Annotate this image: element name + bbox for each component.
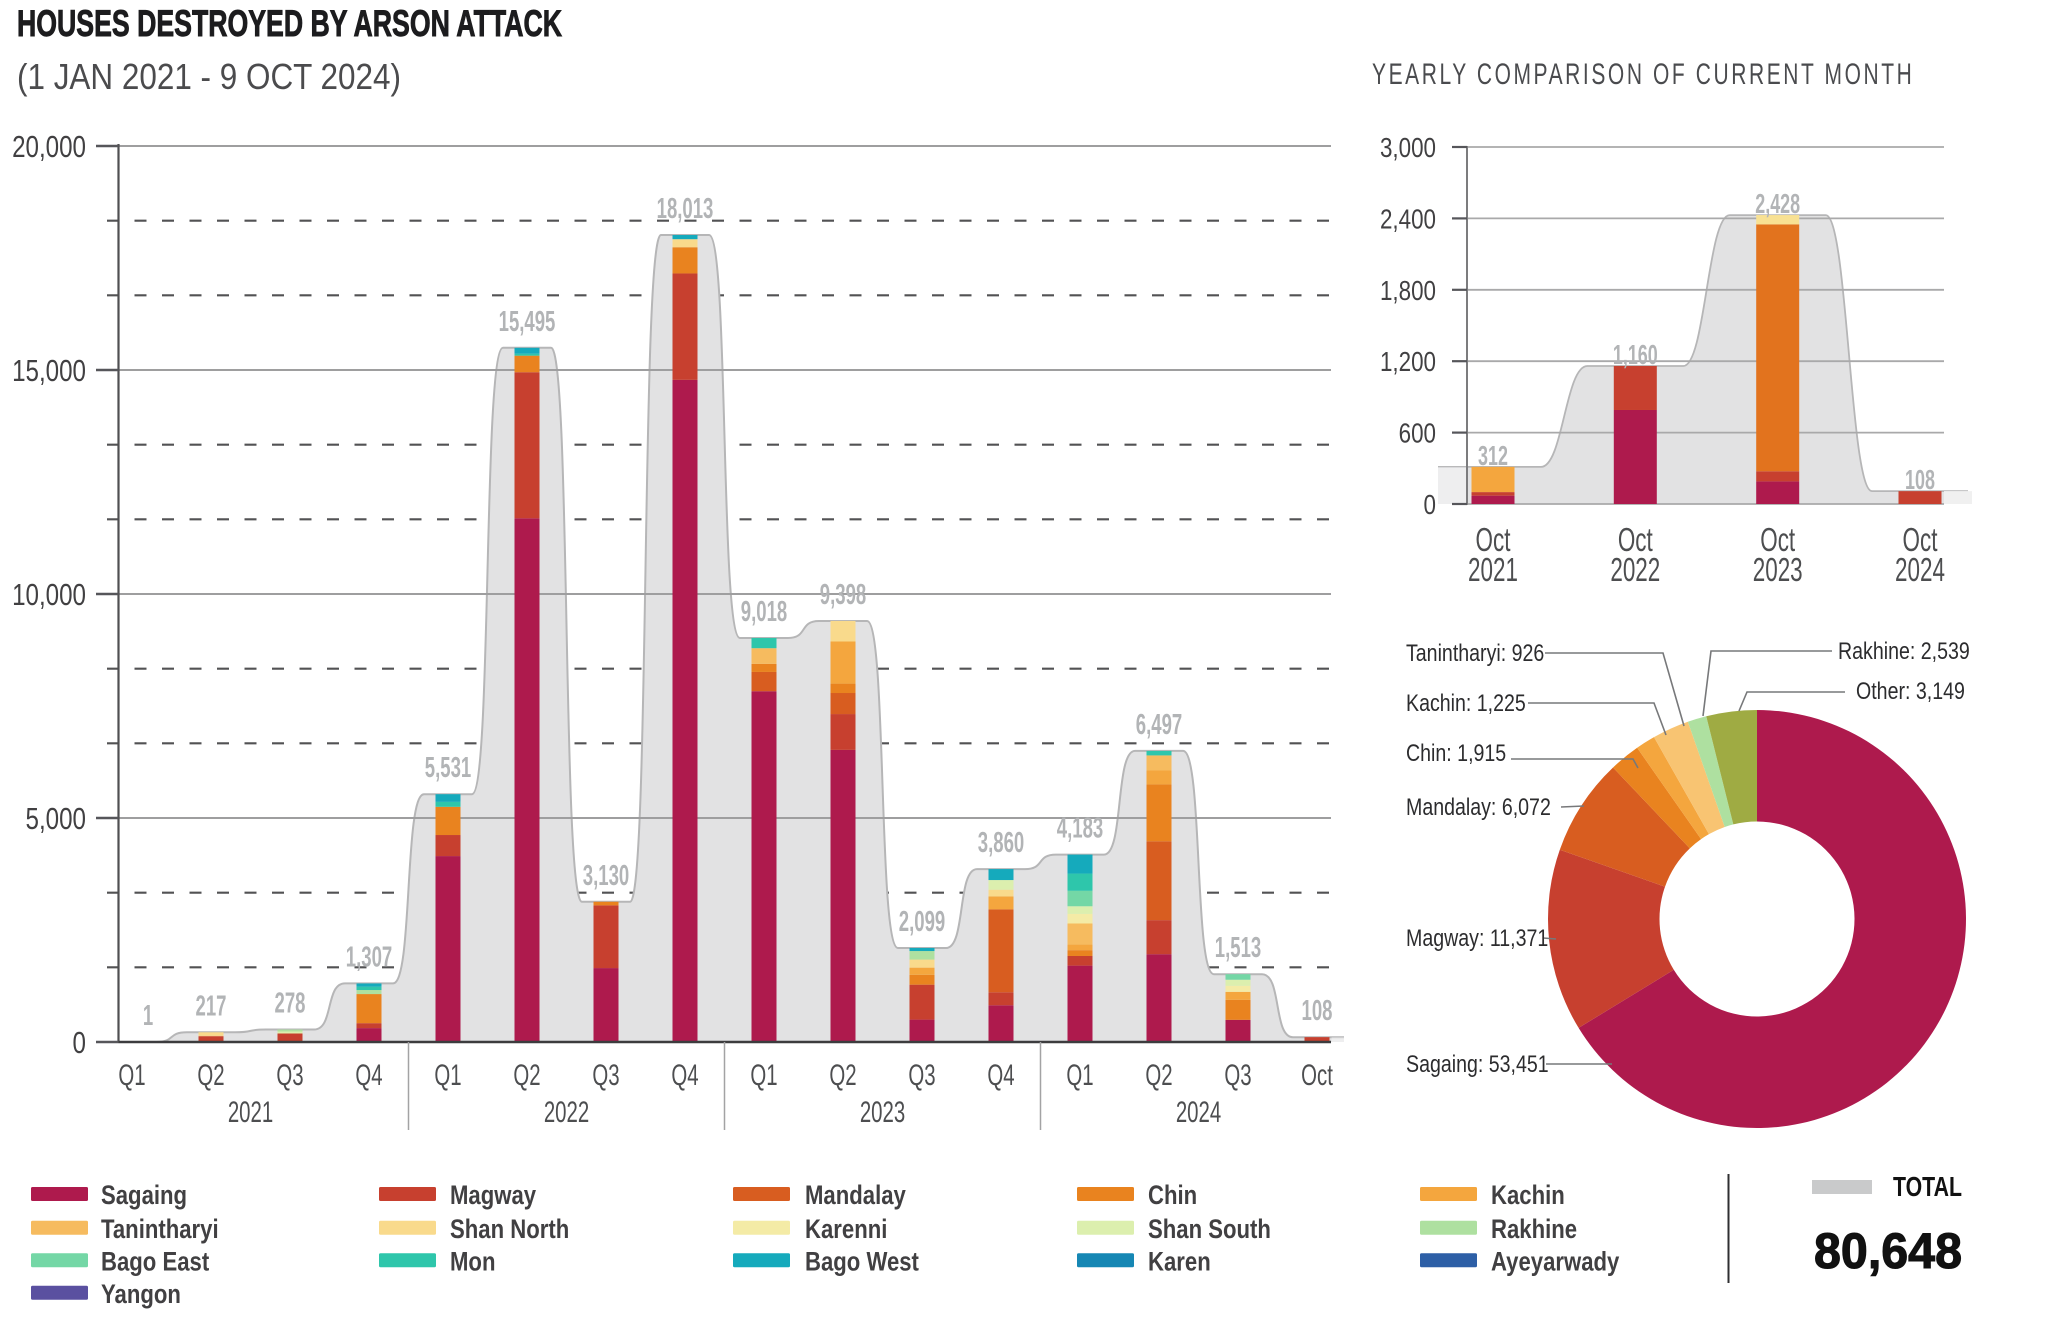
svg-text:Ayeyarwady: Ayeyarwady — [1491, 1247, 1620, 1277]
svg-text:9,398: 9,398 — [820, 579, 866, 611]
svg-text:10,000: 10,000 — [12, 577, 86, 612]
svg-text:Oct: Oct — [1618, 521, 1653, 558]
svg-text:Mandalay: Mandalay — [805, 1181, 906, 1211]
svg-text:Q1: Q1 — [118, 1059, 145, 1092]
svg-text:1,160: 1,160 — [1613, 339, 1658, 370]
svg-text:Karen: Karen — [1148, 1247, 1211, 1277]
svg-text:TOTAL: TOTAL — [1893, 1171, 1962, 1202]
svg-text:2,099: 2,099 — [899, 906, 945, 938]
svg-text:Karenni: Karenni — [805, 1215, 887, 1245]
svg-text:217: 217 — [196, 990, 227, 1022]
svg-text:Q1: Q1 — [434, 1059, 461, 1092]
svg-text:Bago West: Bago West — [805, 1247, 919, 1277]
svg-text:Rakhine: Rakhine — [1491, 1215, 1577, 1245]
svg-text:Q1: Q1 — [750, 1059, 777, 1092]
svg-text:Mandalay: 6,072: Mandalay: 6,072 — [1406, 793, 1551, 821]
svg-text:3,130: 3,130 — [583, 860, 629, 892]
svg-text:Kachin: Kachin — [1491, 1181, 1565, 1211]
svg-text:YEARLY COMPARISON OF CURRENT M: YEARLY COMPARISON OF CURRENT MONTH — [1372, 59, 1914, 91]
svg-text:2021: 2021 — [1468, 551, 1518, 588]
svg-text:1: 1 — [143, 1000, 153, 1032]
svg-text:18,013: 18,013 — [657, 193, 714, 225]
svg-text:2,428: 2,428 — [1755, 188, 1800, 219]
svg-text:2024: 2024 — [1176, 1096, 1221, 1129]
svg-text:Shan South: Shan South — [1148, 1215, 1271, 1245]
svg-text:Oct: Oct — [1476, 521, 1511, 558]
svg-text:108: 108 — [1905, 464, 1935, 495]
svg-text:Q3: Q3 — [276, 1059, 303, 1092]
svg-text:15,495: 15,495 — [499, 306, 556, 338]
svg-text:Shan North: Shan North — [450, 1215, 569, 1245]
svg-text:2022: 2022 — [1610, 551, 1660, 588]
svg-text:Q3: Q3 — [1224, 1059, 1251, 1092]
svg-text:2023: 2023 — [1753, 551, 1803, 588]
svg-text:Chin: 1,915: Chin: 1,915 — [1406, 739, 1506, 767]
svg-text:20,000: 20,000 — [12, 129, 86, 164]
svg-text:Q4: Q4 — [355, 1059, 382, 1092]
svg-text:15,000: 15,000 — [12, 353, 86, 388]
svg-text:5,531: 5,531 — [425, 752, 471, 784]
svg-text:2023: 2023 — [860, 1096, 905, 1129]
svg-text:Magway: Magway — [450, 1181, 536, 1211]
svg-text:2021: 2021 — [228, 1096, 273, 1129]
svg-text:Sagaing: Sagaing — [101, 1181, 187, 1211]
svg-text:108: 108 — [1302, 995, 1333, 1027]
svg-text:(1 JAN 2021 - 9 OCT 2024): (1 JAN 2021 - 9 OCT 2024) — [17, 56, 401, 97]
svg-text:9,018: 9,018 — [741, 596, 787, 628]
svg-text:278: 278 — [275, 987, 306, 1019]
svg-text:Mon: Mon — [450, 1247, 495, 1277]
svg-text:Sagaing: 53,451: Sagaing: 53,451 — [1406, 1050, 1549, 1078]
svg-text:1,513: 1,513 — [1215, 932, 1261, 964]
svg-text:3,000: 3,000 — [1380, 133, 1436, 164]
svg-text:Q1: Q1 — [1066, 1059, 1093, 1092]
svg-text:1,307: 1,307 — [346, 941, 392, 973]
svg-text:2,400: 2,400 — [1380, 204, 1436, 235]
svg-text:Oct: Oct — [1903, 521, 1938, 558]
svg-text:6,497: 6,497 — [1136, 709, 1182, 741]
svg-text:Q2: Q2 — [1145, 1059, 1172, 1092]
svg-text:1,200: 1,200 — [1380, 347, 1436, 378]
svg-text:Tanintharyi: Tanintharyi — [101, 1215, 219, 1245]
svg-text:Rakhine: 2,539: Rakhine: 2,539 — [1838, 637, 1970, 665]
svg-text:2024: 2024 — [1895, 551, 1945, 588]
svg-text:3,860: 3,860 — [978, 827, 1024, 859]
svg-text:Q4: Q4 — [987, 1059, 1014, 1092]
svg-text:5,000: 5,000 — [26, 801, 86, 836]
svg-text:HOUSES DESTROYED BY ARSON ATTA: HOUSES DESTROYED BY ARSON ATTACK — [17, 3, 562, 44]
svg-text:Tanintharyi: 926: Tanintharyi: 926 — [1406, 639, 1544, 667]
svg-text:Oct: Oct — [1301, 1059, 1333, 1092]
svg-text:1,800: 1,800 — [1380, 276, 1436, 307]
svg-text:Q2: Q2 — [197, 1059, 224, 1092]
svg-text:80,648: 80,648 — [1814, 1223, 1962, 1279]
svg-text:Q3: Q3 — [908, 1059, 935, 1092]
svg-text:Chin: Chin — [1148, 1181, 1197, 1211]
svg-text:Yangon: Yangon — [101, 1280, 181, 1310]
svg-text:2022: 2022 — [544, 1096, 589, 1129]
svg-text:Oct: Oct — [1760, 521, 1795, 558]
svg-text:Other: 3,149: Other: 3,149 — [1856, 677, 1965, 705]
svg-text:4,183: 4,183 — [1057, 813, 1103, 845]
svg-text:312: 312 — [1478, 440, 1508, 471]
svg-text:600: 600 — [1399, 418, 1436, 449]
svg-text:Magway: 11,371: Magway: 11,371 — [1406, 924, 1548, 952]
svg-text:Q3: Q3 — [592, 1059, 619, 1092]
svg-text:0: 0 — [1424, 490, 1436, 521]
svg-text:Q2: Q2 — [513, 1059, 540, 1092]
svg-text:0: 0 — [73, 1025, 86, 1060]
svg-text:Q2: Q2 — [829, 1059, 856, 1092]
svg-text:Kachin: 1,225: Kachin: 1,225 — [1406, 689, 1526, 717]
svg-text:Q4: Q4 — [671, 1059, 698, 1092]
svg-text:Bago East: Bago East — [101, 1247, 209, 1277]
